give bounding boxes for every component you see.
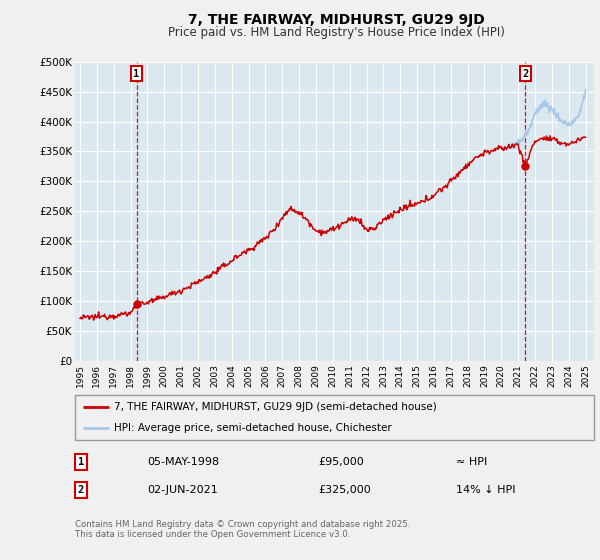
Text: 1: 1 [78,457,84,467]
Text: 2: 2 [78,485,84,495]
Text: 7, THE FAIRWAY, MIDHURST, GU29 9JD: 7, THE FAIRWAY, MIDHURST, GU29 9JD [188,13,484,27]
Text: Price paid vs. HM Land Registry's House Price Index (HPI): Price paid vs. HM Land Registry's House … [167,26,505,39]
Text: 14% ↓ HPI: 14% ↓ HPI [456,485,515,495]
Text: 05-MAY-1998: 05-MAY-1998 [147,457,219,467]
Point [79,404,86,410]
Point [79,425,86,432]
Text: 02-JUN-2021: 02-JUN-2021 [147,485,218,495]
Text: HPI: Average price, semi-detached house, Chichester: HPI: Average price, semi-detached house,… [114,423,392,433]
Point [105,425,112,432]
Point [105,404,112,410]
Text: Contains HM Land Registry data © Crown copyright and database right 2025.
This d: Contains HM Land Registry data © Crown c… [75,520,410,539]
Text: £95,000: £95,000 [318,457,364,467]
Text: 7, THE FAIRWAY, MIDHURST, GU29 9JD (semi-detached house): 7, THE FAIRWAY, MIDHURST, GU29 9JD (semi… [114,402,437,412]
Text: £325,000: £325,000 [318,485,371,495]
Text: ≈ HPI: ≈ HPI [456,457,487,467]
Text: 1: 1 [133,68,140,78]
Text: 2: 2 [522,68,529,78]
